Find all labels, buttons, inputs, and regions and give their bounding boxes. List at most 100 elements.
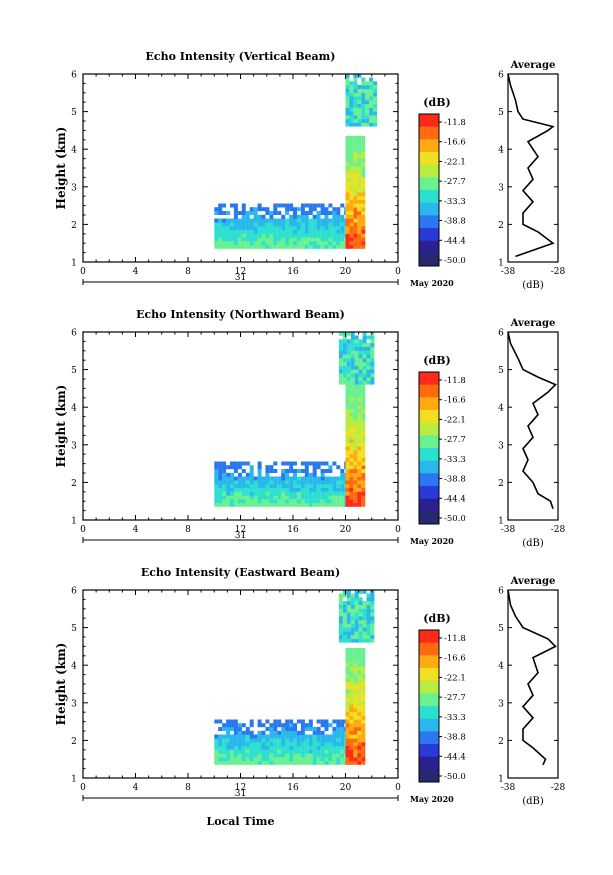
heatmap-cell — [345, 651, 350, 656]
heatmap-cell — [353, 655, 358, 660]
heatmap-cell — [345, 107, 350, 112]
heatmap-cell — [349, 461, 354, 466]
heatmap-cell — [241, 207, 246, 212]
heatmap-cell — [349, 734, 354, 739]
heatmap-cell — [257, 487, 262, 492]
heatmap-cell — [361, 704, 366, 709]
heatmap-cell — [226, 237, 231, 242]
heatmap-cell — [354, 634, 359, 639]
heatmap-cell — [289, 723, 294, 728]
heatmap-cell — [349, 100, 354, 105]
colorbar-swatch — [419, 511, 439, 525]
heatmap-cell — [361, 241, 366, 246]
heatmap-cell — [365, 85, 370, 89]
heatmap-cell — [300, 229, 305, 234]
heatmap-cell — [245, 734, 250, 739]
heatmap-cell — [361, 753, 366, 758]
heatmap-cell — [237, 244, 242, 249]
heatmap-cell — [349, 180, 354, 185]
heatmap-cell — [222, 738, 227, 743]
heatmap-cell — [353, 196, 358, 200]
heatmap-cell — [349, 442, 354, 447]
heatmap-cell — [336, 723, 341, 728]
heatmap-cell — [349, 135, 354, 140]
heatmap-cell — [369, 85, 374, 89]
heatmap-cell — [353, 143, 358, 148]
heatmap-cell — [230, 499, 234, 504]
heatmap-cell — [296, 476, 301, 481]
heatmap-cell — [349, 107, 354, 112]
heatmap-cell — [362, 376, 367, 381]
heatmap-cell — [361, 92, 366, 97]
heatmap-cell — [349, 226, 354, 230]
heatmap-cell — [257, 233, 262, 238]
heatmap-cell — [265, 757, 270, 762]
heatmap-cell — [308, 476, 313, 481]
heatmap-cell — [349, 173, 354, 178]
heatmap-cell — [373, 115, 378, 120]
heatmap-cell — [312, 502, 317, 507]
heatmap-cell — [214, 465, 219, 470]
heatmap-cell — [366, 634, 371, 639]
heatmap-cell — [373, 122, 378, 127]
heatmap-cell — [316, 229, 321, 234]
heatmap-cell — [353, 222, 358, 227]
heatmap-cell — [346, 365, 351, 370]
heatmap-cell — [230, 749, 234, 754]
colorbar-swatch — [419, 240, 439, 254]
heatmap-cell — [269, 226, 274, 230]
heatmap-cell — [300, 480, 305, 485]
heatmap-cell — [289, 727, 294, 731]
heatmap-cell — [233, 203, 238, 208]
heatmap-cell — [233, 491, 238, 496]
heatmap-cell — [300, 738, 305, 743]
heatmap-cell — [233, 484, 238, 488]
heatmap-cell — [349, 244, 354, 249]
heatmap-cell — [269, 734, 274, 739]
heatmap-cell — [233, 218, 238, 223]
heatmap-cell — [312, 237, 317, 242]
heatmap-cell — [349, 188, 354, 193]
avg-y-tick-label: 3 — [498, 441, 504, 451]
heatmap-cell — [237, 491, 242, 496]
heatmap-cell — [349, 177, 354, 182]
average-line — [507, 331, 557, 509]
heatmap-cell — [218, 241, 223, 246]
heatmap-cell — [296, 745, 301, 750]
heatmap-cell — [289, 465, 294, 470]
heatmap-cell — [296, 487, 301, 492]
x-tick-label: 12 — [235, 783, 246, 793]
heatmap-cell — [277, 502, 282, 507]
heatmap-cell — [357, 158, 362, 163]
heatmap-cell — [345, 218, 350, 223]
heatmap-cell — [230, 742, 234, 746]
heatmap-cell — [350, 343, 355, 347]
heatmap-cell — [289, 207, 294, 212]
heatmap-cell — [346, 331, 351, 336]
heatmap-cell — [357, 412, 362, 417]
heatmap-cell — [241, 487, 246, 492]
panel-title: Echo Intensity (Northward Beam) — [136, 308, 345, 321]
heatmap-cell — [281, 214, 286, 219]
heatmap-cell — [308, 719, 313, 724]
heatmap-cell — [273, 244, 278, 249]
heatmap-cell — [373, 111, 378, 116]
heatmap-cell — [362, 331, 367, 336]
heatmap-cell — [361, 431, 366, 436]
heatmap-cell — [316, 241, 321, 246]
heatmap-cell — [296, 469, 301, 473]
heatmap-cell — [342, 350, 347, 355]
heatmap-cell — [353, 757, 358, 762]
heatmap-cell — [222, 742, 227, 746]
heatmap-cell — [370, 601, 375, 605]
heatmap-cell — [332, 760, 337, 765]
heatmap-cell — [349, 502, 354, 507]
heatmap-cell — [218, 727, 223, 731]
heatmap-cell — [233, 723, 238, 728]
heatmap-cell — [261, 753, 266, 758]
heatmap-cell — [261, 244, 266, 249]
heatmap-cell — [345, 180, 350, 185]
heatmap-cell — [218, 237, 223, 242]
day-label: 31 — [235, 789, 246, 799]
heatmap-cell — [353, 727, 358, 731]
